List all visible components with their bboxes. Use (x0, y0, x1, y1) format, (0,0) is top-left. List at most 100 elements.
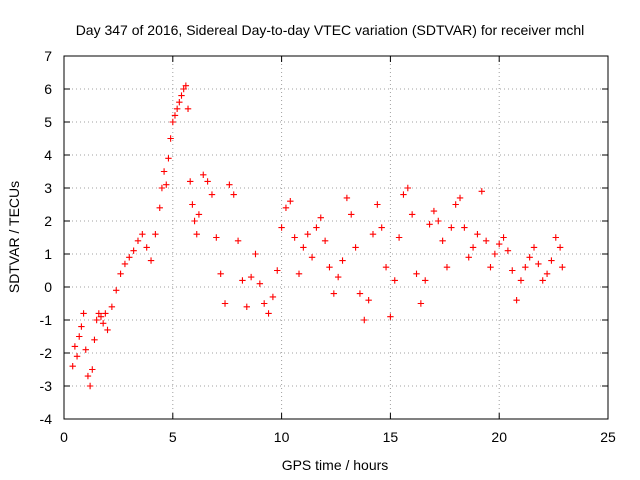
data-point (387, 313, 394, 320)
y-axis-label: SDTVAR / TECUs (6, 181, 22, 293)
data-point (252, 250, 259, 258)
data-point (163, 181, 170, 188)
data-point (167, 135, 174, 142)
data-point (193, 231, 200, 238)
data-point (195, 211, 203, 218)
data-point (274, 267, 281, 274)
data-point (189, 201, 196, 208)
data-point (504, 247, 512, 254)
data-point (548, 257, 555, 264)
x-tick-label: 0 (60, 429, 68, 445)
data-point (78, 323, 85, 330)
data-point (143, 244, 150, 251)
data-point (382, 264, 390, 271)
data-point (86, 382, 94, 390)
data-point (165, 155, 172, 162)
data-point (321, 237, 329, 244)
data-point (169, 118, 176, 126)
data-point (69, 363, 76, 370)
data-point (509, 267, 516, 274)
data-point (361, 316, 368, 324)
data-point (213, 234, 220, 241)
data-point (287, 198, 294, 205)
data-point (102, 310, 109, 317)
data-point (443, 264, 451, 271)
data-point (400, 191, 407, 198)
y-tick-label: 7 (44, 48, 52, 64)
data-point (139, 231, 146, 238)
x-tick-label: 25 (600, 429, 616, 445)
data-point (552, 234, 559, 241)
data-point (435, 217, 442, 225)
data-point (260, 300, 268, 307)
data-point (452, 201, 459, 208)
data-point (73, 353, 81, 360)
data-point (456, 194, 464, 202)
data-point (404, 184, 412, 192)
data-point (426, 221, 433, 228)
data-point (343, 194, 351, 202)
data-point (160, 168, 168, 175)
data-point (265, 310, 272, 317)
data-point (391, 277, 398, 284)
data-point (117, 270, 124, 277)
x-tick-label: 15 (383, 429, 399, 445)
data-point (97, 313, 105, 320)
data-point (184, 105, 192, 112)
y-tick-label: 6 (44, 81, 52, 97)
data-point (156, 204, 163, 211)
data-point (256, 280, 264, 287)
data-point (108, 303, 116, 310)
y-tick-label: 2 (44, 213, 52, 229)
data-point (89, 366, 96, 373)
data-point (278, 224, 285, 231)
data-point (513, 297, 520, 304)
data-point (80, 310, 87, 317)
data-point (348, 211, 355, 218)
data-point (413, 270, 420, 277)
data-point (487, 264, 494, 271)
y-tick-label: 5 (44, 114, 52, 130)
data-point (134, 237, 142, 244)
y-tick-label: -3 (40, 378, 53, 394)
y-tick-label: -1 (40, 312, 53, 328)
y-tick-label: -4 (40, 411, 53, 427)
data-point (461, 224, 468, 231)
data-point (295, 270, 303, 277)
data-point (171, 112, 179, 119)
data-point (91, 336, 98, 343)
data-point (317, 214, 324, 221)
data-point (308, 254, 316, 261)
data-point (104, 326, 111, 334)
data-point (93, 316, 100, 324)
data-point (430, 207, 438, 215)
data-point (126, 254, 133, 261)
y-tick-label: 4 (44, 147, 52, 163)
data-point (469, 244, 477, 251)
x-tick-labels: 0 5 10 15 20 25 (60, 429, 616, 445)
data-point (221, 300, 229, 307)
data-point (369, 231, 377, 238)
data-point (530, 244, 538, 251)
data-point (482, 237, 490, 244)
data-point (356, 290, 364, 297)
grid-lines (64, 56, 608, 419)
data-point (374, 201, 381, 208)
data-point (448, 224, 455, 231)
data-point (204, 178, 211, 185)
data-point (158, 184, 166, 192)
data-point (522, 264, 529, 271)
data-point (230, 191, 237, 198)
y-tick-label: 0 (44, 279, 52, 295)
data-point (378, 224, 385, 231)
data-point (239, 277, 246, 284)
y-tick-label: 3 (44, 180, 52, 196)
data-point (178, 92, 185, 99)
data-point (226, 181, 233, 188)
data-point (535, 260, 542, 268)
data-point (559, 264, 566, 271)
axis-ticks (63, 55, 609, 420)
data-point (217, 270, 224, 277)
data-point (113, 287, 120, 294)
